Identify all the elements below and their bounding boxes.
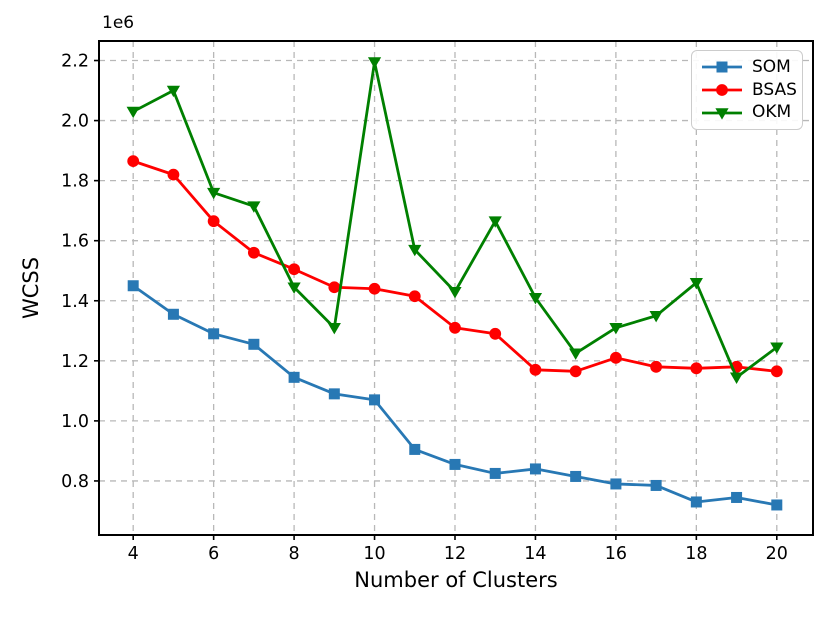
series-som-marker-10 [369,394,381,406]
series-okm-marker-15 [569,348,583,360]
x-tick-label-16: 16 [605,544,627,564]
series-bsas-marker-11 [408,290,421,303]
series-som-marker-9 [328,388,340,400]
legend-label-som: SOM [752,56,791,77]
okm-line-swatch [702,107,742,120]
series-bsas-marker-10 [368,282,381,295]
series-som-marker-16 [610,478,622,490]
series-som-marker-7 [248,338,260,350]
series-bsas-marker-18 [690,362,703,375]
series-bsas-marker-9 [328,281,341,294]
okm-swatch-triangle-down-icon [715,107,729,120]
series-bsas-marker-13 [489,327,502,340]
series-som-marker-18 [690,496,702,508]
series-bsas-marker-15 [569,365,582,378]
x-tick-label-18: 18 [685,544,707,564]
axes-frame [98,40,814,536]
som-line-swatch [702,61,742,73]
y-tick-label-1: 1.0 [61,412,89,432]
series-som-marker-20 [771,499,783,511]
series-som-marker-15 [570,470,582,482]
series-som-marker-14 [529,463,541,475]
legend-item-bsas: BSAS [701,81,797,99]
series-som-marker-5 [167,308,179,320]
legend: SOM BSAS OKM [691,50,803,130]
bsas-swatch-circle-icon [716,84,728,96]
series-bsas-marker-8 [288,263,300,276]
x-tick-label-20: 20 [766,544,788,564]
y-tick-label-1.4: 1.4 [61,292,89,312]
x-tick-label-10: 10 [363,544,385,564]
x-axis-title: Number of Clusters [354,568,558,592]
series-bsas-marker-6 [207,215,220,228]
series-som-marker-4 [127,280,139,292]
y-tick-label-0.8: 0.8 [61,472,89,492]
series-okm-marker-4 [126,106,140,119]
y-tick-label-2: 2.0 [61,112,89,132]
series-okm-marker-6 [207,187,221,200]
series-okm-marker-9 [327,322,341,335]
y-tick-label-1.2: 1.2 [61,352,89,372]
legend-label-okm: OKM [752,102,792,123]
x-tick-label-8: 8 [289,544,300,564]
legend-label-bsas: BSAS [752,79,797,100]
bsas-line-swatch [702,84,742,96]
series-okm-marker-17 [649,310,663,323]
x-tick-label-6: 6 [208,544,219,564]
series-bsas-marker-14 [529,363,542,376]
series-okm-marker-13 [488,216,502,228]
series-som-marker-11 [409,443,421,455]
series-bsas-marker-4 [127,155,140,168]
series-bsas-marker-17 [650,360,663,373]
legend-item-som: SOM [701,56,793,77]
series-okm-marker-12 [448,286,462,299]
series-bsas-marker-7 [247,246,260,259]
series-som-marker-13 [489,467,501,479]
series-okm-marker-20 [770,342,784,354]
series-okm-marker-8 [287,282,301,294]
series-okm-marker-18 [689,277,703,290]
x-tick-label-14: 14 [524,544,546,564]
series-bsas-marker-12 [449,321,461,334]
x-tick-label-12: 12 [444,544,466,564]
series-bsas-marker-16 [609,351,622,364]
series-okm-marker-5 [166,85,181,98]
y-tick-label-1.6: 1.6 [61,232,89,252]
series-okm-marker-14 [528,292,543,305]
series-bsas-marker-20 [770,365,783,378]
series-som-marker-6 [208,328,220,340]
legend-item-okm: OKM [701,104,793,121]
x-tick-label-4: 4 [128,544,139,564]
y-tick-label-2.2: 2.2 [61,52,89,72]
series-okm-marker-10 [367,57,382,69]
y-axis-offset-label: 1e6 [102,13,135,33]
series-okm-marker-11 [408,244,422,257]
series-bsas-marker-5 [167,168,180,181]
series-som-marker-17 [650,479,662,491]
som-swatch-square-icon [716,61,728,73]
series-som-marker-8 [288,371,300,383]
series-som-marker-12 [449,458,461,470]
y-axis-title: WCSS [19,256,43,320]
series-okm-marker-19 [729,372,744,384]
series-okm-marker-16 [609,322,623,335]
series-okm-marker-7 [247,201,261,213]
y-tick-label-1.8: 1.8 [61,172,89,192]
series-som-marker-19 [731,491,743,503]
